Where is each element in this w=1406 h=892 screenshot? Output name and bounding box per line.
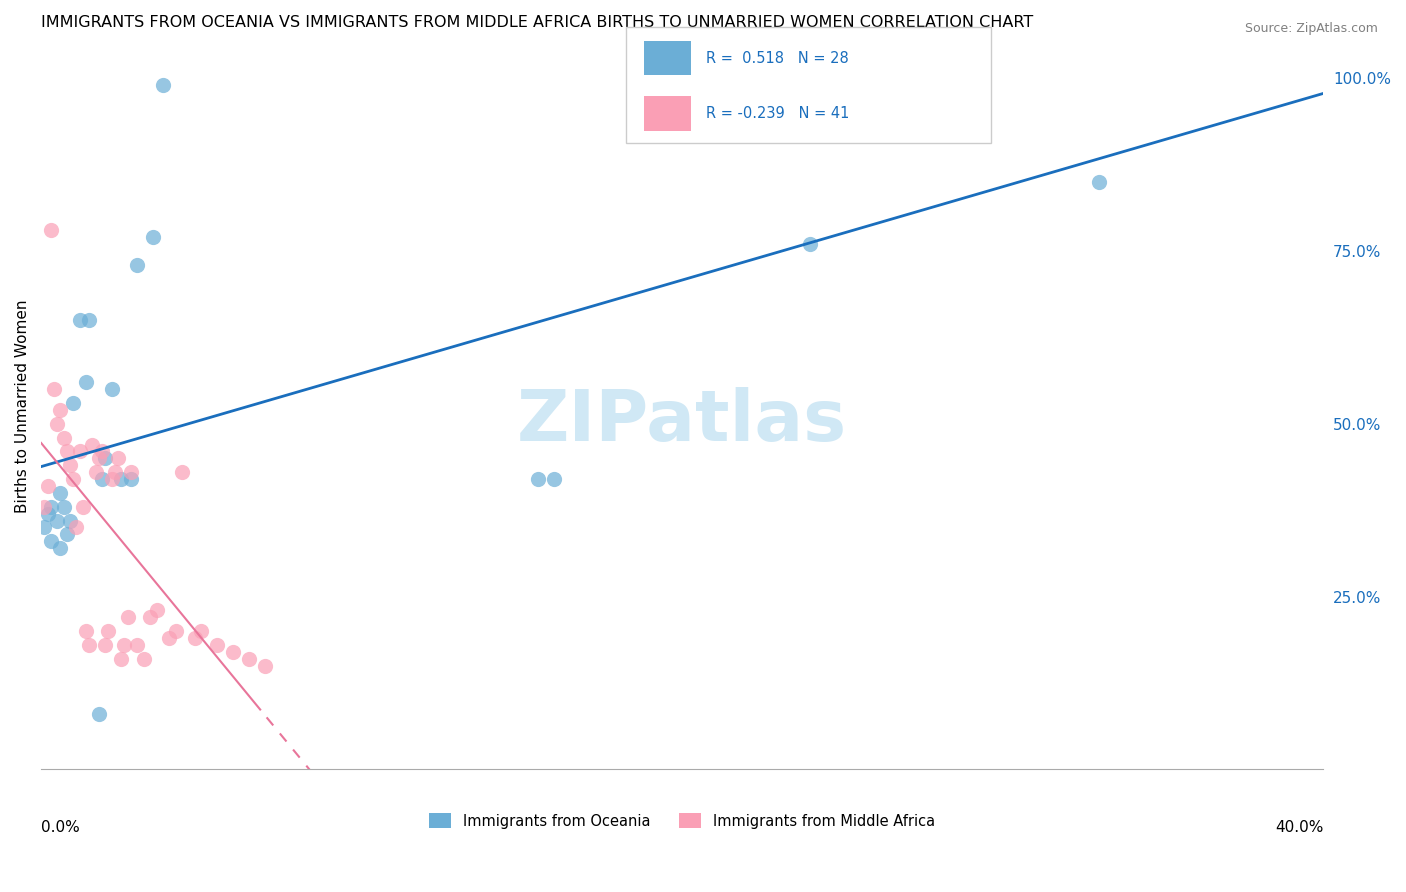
Point [543, 472, 565, 486]
Point [94, 638, 117, 652]
Text: Source: ZipAtlas.com: Source: ZipAtlas.com [1244, 22, 1378, 36]
Point [62, 396, 84, 410]
Point [527, 472, 550, 486]
Point [69, 313, 91, 327]
Point [39, 500, 62, 514]
Point [107, 451, 129, 466]
Point [91, 444, 114, 458]
Point [91, 472, 114, 486]
Point [139, 610, 162, 624]
Point [97, 624, 120, 639]
Point [254, 658, 277, 673]
Point [120, 465, 142, 479]
Point [34, 500, 56, 514]
Point [39, 223, 62, 237]
Point [157, 631, 180, 645]
Point [87, 451, 110, 466]
Point [59, 514, 82, 528]
Text: 40.0%: 40.0% [1275, 820, 1323, 835]
Point [127, 638, 149, 652]
Point [100, 382, 122, 396]
Point [65, 520, 87, 534]
Point [49, 541, 72, 556]
Point [100, 472, 122, 486]
Point [207, 638, 229, 652]
Point [55, 527, 77, 541]
Point [46, 417, 69, 431]
Point [52, 431, 75, 445]
Point [37, 479, 59, 493]
Point [69, 444, 91, 458]
Text: ZIPatlas: ZIPatlas [517, 386, 848, 456]
FancyBboxPatch shape [644, 41, 692, 76]
Point [110, 652, 132, 666]
Point [110, 472, 132, 486]
Point [117, 610, 139, 624]
Point [84, 465, 107, 479]
Point [238, 652, 260, 666]
Point [42, 382, 65, 396]
Point [145, 603, 167, 617]
Point [82, 437, 104, 451]
Text: IMMIGRANTS FROM OCEANIA VS IMMIGRANTS FROM MIDDLE AFRICA BIRTHS TO UNMARRIED WOM: IMMIGRANTS FROM OCEANIA VS IMMIGRANTS FR… [41, 15, 1033, 30]
Point [172, 465, 194, 479]
Point [49, 403, 72, 417]
Point [46, 514, 69, 528]
Point [72, 500, 94, 514]
FancyBboxPatch shape [626, 27, 991, 143]
Point [59, 458, 82, 473]
Point [165, 624, 187, 639]
Text: R = -0.239   N = 41: R = -0.239 N = 41 [706, 106, 849, 121]
Point [34, 520, 56, 534]
Point [75, 624, 97, 639]
Y-axis label: Births to Unmarried Women: Births to Unmarried Women [15, 300, 30, 513]
Point [120, 472, 142, 486]
Point [87, 706, 110, 721]
Legend: Immigrants from Oceania, Immigrants from Middle Africa: Immigrants from Oceania, Immigrants from… [423, 807, 941, 835]
Point [94, 451, 117, 466]
Point [127, 258, 149, 272]
Point [831, 78, 853, 92]
Text: 0.0%: 0.0% [41, 820, 80, 835]
Point [1088, 175, 1111, 189]
Text: R =  0.518   N = 28: R = 0.518 N = 28 [706, 51, 849, 66]
Point [52, 500, 75, 514]
Point [55, 444, 77, 458]
Point [37, 507, 59, 521]
Point [49, 486, 72, 500]
Point [77, 638, 100, 652]
Point [114, 638, 136, 652]
Point [104, 465, 127, 479]
Point [152, 78, 174, 92]
Point [142, 230, 165, 244]
Point [799, 237, 821, 252]
FancyBboxPatch shape [644, 96, 692, 131]
Point [190, 624, 212, 639]
Point [132, 652, 155, 666]
Point [77, 313, 100, 327]
Point [62, 472, 84, 486]
Point [75, 376, 97, 390]
Point [222, 645, 245, 659]
Point [39, 534, 62, 549]
Point [184, 631, 207, 645]
